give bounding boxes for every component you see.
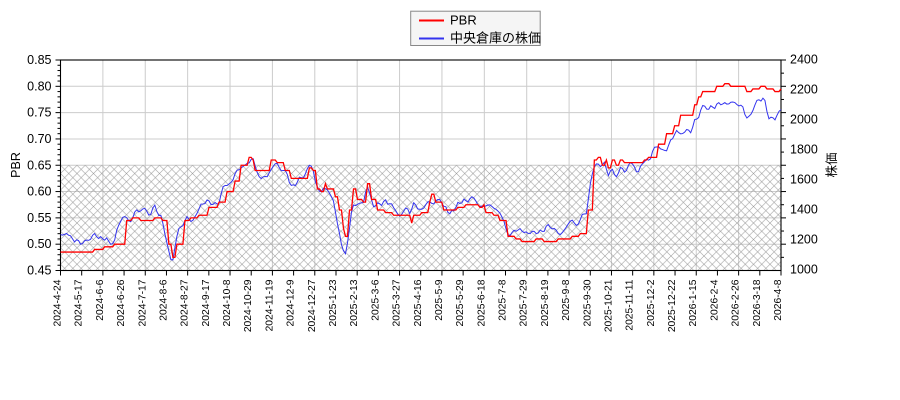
svg-text:2025-12-22: 2025-12-22 [667, 279, 678, 332]
svg-text:2026-2-26: 2026-2-26 [731, 279, 742, 326]
svg-text:2025-7-8: 2025-7-8 [498, 279, 509, 320]
svg-text:0.85: 0.85 [27, 53, 51, 67]
svg-text:2025-8-19: 2025-8-19 [540, 279, 551, 326]
svg-text:1600: 1600 [790, 172, 818, 186]
svg-text:2025-12-2: 2025-12-2 [646, 279, 657, 326]
svg-text:2024-8-27: 2024-8-27 [180, 279, 191, 326]
svg-text:2026-1-15: 2026-1-15 [688, 279, 699, 326]
svg-text:2400: 2400 [790, 52, 818, 66]
svg-text:0.50: 0.50 [27, 237, 51, 251]
svg-text:2025-4-16: 2025-4-16 [413, 279, 424, 326]
svg-text:2024-12-27: 2024-12-27 [307, 279, 318, 332]
svg-text:0.80: 0.80 [27, 79, 51, 93]
svg-text:2024-12-9: 2024-12-9 [286, 279, 297, 326]
svg-text:2026-4-8: 2026-4-8 [773, 279, 784, 320]
svg-text:2026-2-4: 2026-2-4 [709, 279, 720, 320]
svg-text:中央倉庫の株価: 中央倉庫の株価 [450, 31, 541, 46]
svg-text:2025-5-29: 2025-5-29 [455, 279, 466, 326]
svg-text:2024-5-17: 2024-5-17 [74, 279, 85, 326]
svg-text:0.60: 0.60 [27, 185, 51, 199]
svg-text:2025-3-27: 2025-3-27 [392, 279, 403, 326]
svg-text:1400: 1400 [790, 202, 818, 216]
svg-text:2024-11-19: 2024-11-19 [264, 279, 275, 331]
svg-text:2024-7-17: 2024-7-17 [137, 279, 148, 326]
svg-text:0.65: 0.65 [27, 158, 51, 172]
svg-text:1000: 1000 [790, 262, 818, 276]
svg-text:2025-7-29: 2025-7-29 [519, 279, 530, 326]
svg-text:0.75: 0.75 [27, 106, 51, 120]
svg-text:2024-6-6: 2024-6-6 [95, 279, 106, 320]
svg-text:株価: 株価 [824, 152, 839, 177]
svg-text:2025-1-23: 2025-1-23 [328, 279, 339, 326]
svg-text:2200: 2200 [790, 82, 818, 96]
svg-text:PBR: PBR [9, 152, 23, 178]
svg-text:2025-10-21: 2025-10-21 [603, 279, 614, 332]
svg-text:2026-3-18: 2026-3-18 [752, 279, 763, 326]
svg-text:2024-10-29: 2024-10-29 [243, 279, 254, 332]
svg-text:1800: 1800 [790, 142, 818, 156]
svg-text:PBR: PBR [450, 13, 477, 28]
svg-text:2024-8-6: 2024-8-6 [158, 279, 169, 320]
svg-text:2025-2-13: 2025-2-13 [349, 279, 360, 326]
svg-text:0.55: 0.55 [27, 211, 51, 225]
svg-text:2024-9-17: 2024-9-17 [201, 279, 212, 326]
svg-text:2000: 2000 [790, 112, 818, 126]
svg-text:2025-5-9: 2025-5-9 [434, 279, 445, 320]
svg-text:2025-9-8: 2025-9-8 [561, 279, 572, 320]
svg-text:2025-6-18: 2025-6-18 [476, 279, 487, 326]
svg-text:2025-11-11: 2025-11-11 [625, 279, 636, 330]
svg-text:2025-9-30: 2025-9-30 [582, 279, 593, 326]
svg-text:2024-4-24: 2024-4-24 [53, 279, 64, 326]
svg-text:2024-6-26: 2024-6-26 [116, 279, 127, 326]
svg-text:2025-3-6: 2025-3-6 [370, 279, 381, 320]
svg-text:2024-10-8: 2024-10-8 [222, 279, 233, 326]
svg-text:0.45: 0.45 [27, 264, 51, 278]
svg-text:0.70: 0.70 [27, 132, 51, 146]
svg-text:1200: 1200 [790, 232, 818, 246]
